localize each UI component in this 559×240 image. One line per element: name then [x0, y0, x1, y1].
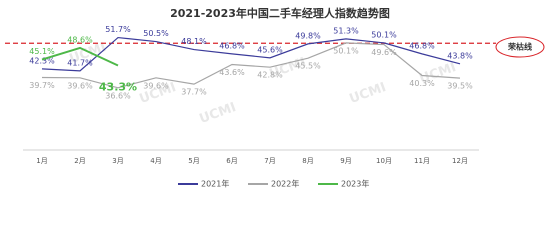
value-label: 48.1% — [181, 37, 207, 46]
legend-label: 2021年 — [201, 179, 229, 189]
value-label: 49.8% — [295, 31, 321, 40]
value-label: 45.1% — [29, 47, 55, 56]
value-label: 46.8% — [409, 41, 435, 50]
value-label: 39.7% — [29, 81, 55, 90]
x-tick-label: 9月 — [340, 157, 351, 165]
value-label: 39.5% — [447, 82, 473, 91]
value-label: 41.7% — [67, 58, 93, 67]
value-label: 50.5% — [143, 29, 169, 38]
watermark: UCMI — [197, 100, 238, 127]
value-label: 46.8% — [219, 41, 245, 50]
value-label: 45.5% — [295, 62, 321, 71]
legend-label: 2023年 — [341, 179, 369, 189]
value-label: 42.3% — [29, 56, 55, 65]
value-label: 50.1% — [371, 30, 397, 39]
value-label: 43.8% — [447, 51, 473, 60]
x-tick-label: 2月 — [74, 157, 85, 165]
x-tick-label: 11月 — [414, 157, 430, 165]
value-label: 45.6% — [257, 45, 283, 54]
x-tick-label: 6月 — [226, 157, 237, 165]
value-label: 37.7% — [181, 88, 207, 97]
value-label: 39.6% — [143, 81, 169, 90]
x-tick-label: 12月 — [452, 157, 468, 165]
value-label: 42.8% — [257, 71, 283, 80]
value-label: 39.6% — [67, 81, 93, 90]
value-label: 49.6% — [371, 48, 397, 57]
series-line — [41, 42, 461, 89]
x-tick-label: 3月 — [112, 157, 123, 165]
watermark: UCMI — [347, 80, 388, 107]
series-line — [41, 36, 461, 72]
value-label: 36.6% — [105, 91, 131, 100]
value-label: 51.3% — [333, 26, 359, 35]
series-line — [41, 46, 119, 67]
value-label: 48.6% — [67, 35, 93, 44]
value-label: 51.7% — [105, 25, 131, 34]
x-tick-label: 10月 — [376, 157, 392, 165]
value-label: 43.3% — [99, 81, 137, 94]
value-label: 43.6% — [219, 68, 245, 77]
x-tick-label: 8月 — [302, 157, 313, 165]
x-tick-label: 1月 — [36, 157, 47, 165]
chart: 2021-2023年中国二手车经理人指数趋势图 荣枯线 UCMIUCMIUCMI… — [5, 6, 545, 189]
value-label: 50.1% — [333, 46, 359, 55]
x-tick-label: 5月 — [188, 157, 199, 165]
chart-title: 2021-2023年中国二手车经理人指数趋势图 — [170, 6, 390, 20]
x-tick-label: 4月 — [150, 157, 161, 165]
x-tick-label: 7月 — [264, 157, 275, 165]
reference-label-ring — [495, 36, 545, 58]
legend-label: 2022年 — [271, 179, 299, 189]
value-label: 40.3% — [409, 79, 435, 88]
reference-label: 荣枯线 — [507, 42, 532, 52]
